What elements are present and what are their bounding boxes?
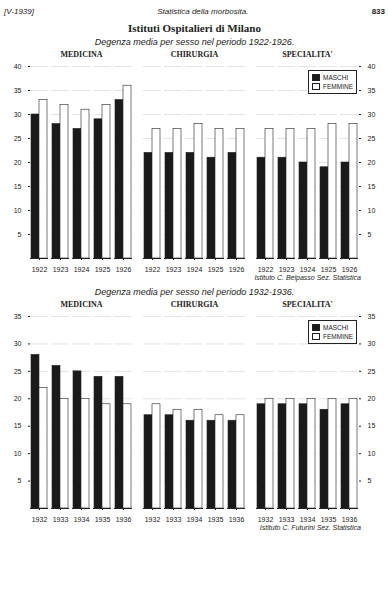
svg-text:1936: 1936 [116,516,132,522]
svg-text:1934: 1934 [300,516,316,522]
svg-text:30: 30 [14,340,22,347]
svg-text:15: 15 [14,422,22,429]
svg-text:1923: 1923 [279,266,295,272]
html-text:MASCHI: MASCHI [323,324,349,331]
svg-text:35: 35 [368,87,376,94]
html-text:Degenza media per sesso nel pe: Degenza media per sesso nel periodo 1932… [94,287,295,297]
html-text:MEDICINA: MEDICINA [60,50,103,59]
svg-text:1935: 1935 [321,516,337,522]
svg-text:1925: 1925 [208,266,224,272]
svg-text:1924: 1924 [74,266,90,272]
html-text:MEDICINA: MEDICINA [60,300,103,309]
svg-text:1936: 1936 [229,516,245,522]
svg-text:10: 10 [14,207,22,214]
svg-text:1926: 1926 [229,266,245,272]
svg-text:40: 40 [368,63,376,70]
svg-text:15: 15 [368,183,376,190]
svg-text:5: 5 [368,477,372,484]
svg-text:1926: 1926 [342,266,358,272]
svg-text:15: 15 [14,183,22,190]
svg-text:25: 25 [368,135,376,142]
svg-text:30: 30 [14,111,22,118]
html-text:Degenza media per sesso nel pe: Degenza media per sesso nel periodo 1922… [94,37,295,47]
svg-text:1922: 1922 [258,266,274,272]
svg-text:1932: 1932 [32,516,48,522]
html-text:Istituti Ospitalieri di Milano: Istituti Ospitalieri di Milano [128,22,261,34]
html-text:CHIRURGIA: CHIRURGIA [170,300,219,309]
svg-text:1933: 1933 [166,516,182,522]
svg-text:5: 5 [368,231,372,238]
svg-text:40: 40 [14,63,22,70]
svg-text:1934: 1934 [74,516,90,522]
svg-text:25: 25 [14,135,22,142]
svg-text:30: 30 [368,340,376,347]
html-text:SPECIALITA': SPECIALITA' [282,50,333,59]
html-text:FEMMINE: FEMMINE [323,83,353,90]
svg-text:1935: 1935 [208,516,224,522]
svg-text:10: 10 [14,450,22,457]
svg-text:10: 10 [368,450,376,457]
svg-text:15: 15 [368,422,376,429]
svg-text:30: 30 [368,111,376,118]
svg-text:1923: 1923 [166,266,182,272]
svg-text:20: 20 [368,159,376,166]
svg-text:20: 20 [368,395,376,402]
html-text:Istituto C. Belpasso Sez. Stat: Istituto C. Belpasso Sez. Statistica [254,274,361,281]
svg-text:1933: 1933 [53,516,69,522]
svg-text:1922: 1922 [145,266,161,272]
svg-text:1934: 1934 [187,516,203,522]
html-text:MASCHI: MASCHI [323,74,349,81]
svg-text:20: 20 [14,395,22,402]
svg-text:1922: 1922 [32,266,48,272]
html-text:FEMMINE: FEMMINE [323,333,353,340]
svg-text:5: 5 [18,477,22,484]
svg-text:35: 35 [14,313,22,320]
svg-text:25: 25 [14,368,22,375]
html-text:[V-1939]: [V-1939] [4,6,34,16]
svg-text:1925: 1925 [321,266,337,272]
svg-text:35: 35 [368,313,376,320]
svg-text:5: 5 [18,231,22,238]
svg-text:1936: 1936 [342,516,358,522]
html-text:CHIRURGIA: CHIRURGIA [170,50,219,59]
html-text:SPECIALITA': SPECIALITA' [282,300,333,309]
svg-text:1924: 1924 [300,266,316,272]
svg-text:1935: 1935 [95,516,111,522]
svg-text:10: 10 [368,207,376,214]
svg-text:1925: 1925 [95,266,111,272]
svg-text:20: 20 [14,159,22,166]
svg-text:25: 25 [368,368,376,375]
svg-text:1932: 1932 [258,516,274,522]
svg-text:1924: 1924 [187,266,203,272]
svg-text:1923: 1923 [53,266,69,272]
svg-text:35: 35 [14,87,22,94]
html-text:Statistica della morbosita.: Statistica della morbosita. [157,6,249,16]
html-text:833: 833 [371,6,385,16]
html-text:Istituto C. Futurini Sez. Stat: Istituto C. Futurini Sez. Statistica [259,524,361,531]
svg-text:1933: 1933 [279,516,295,522]
svg-text:1926: 1926 [116,266,132,272]
svg-text:1932: 1932 [145,516,161,522]
